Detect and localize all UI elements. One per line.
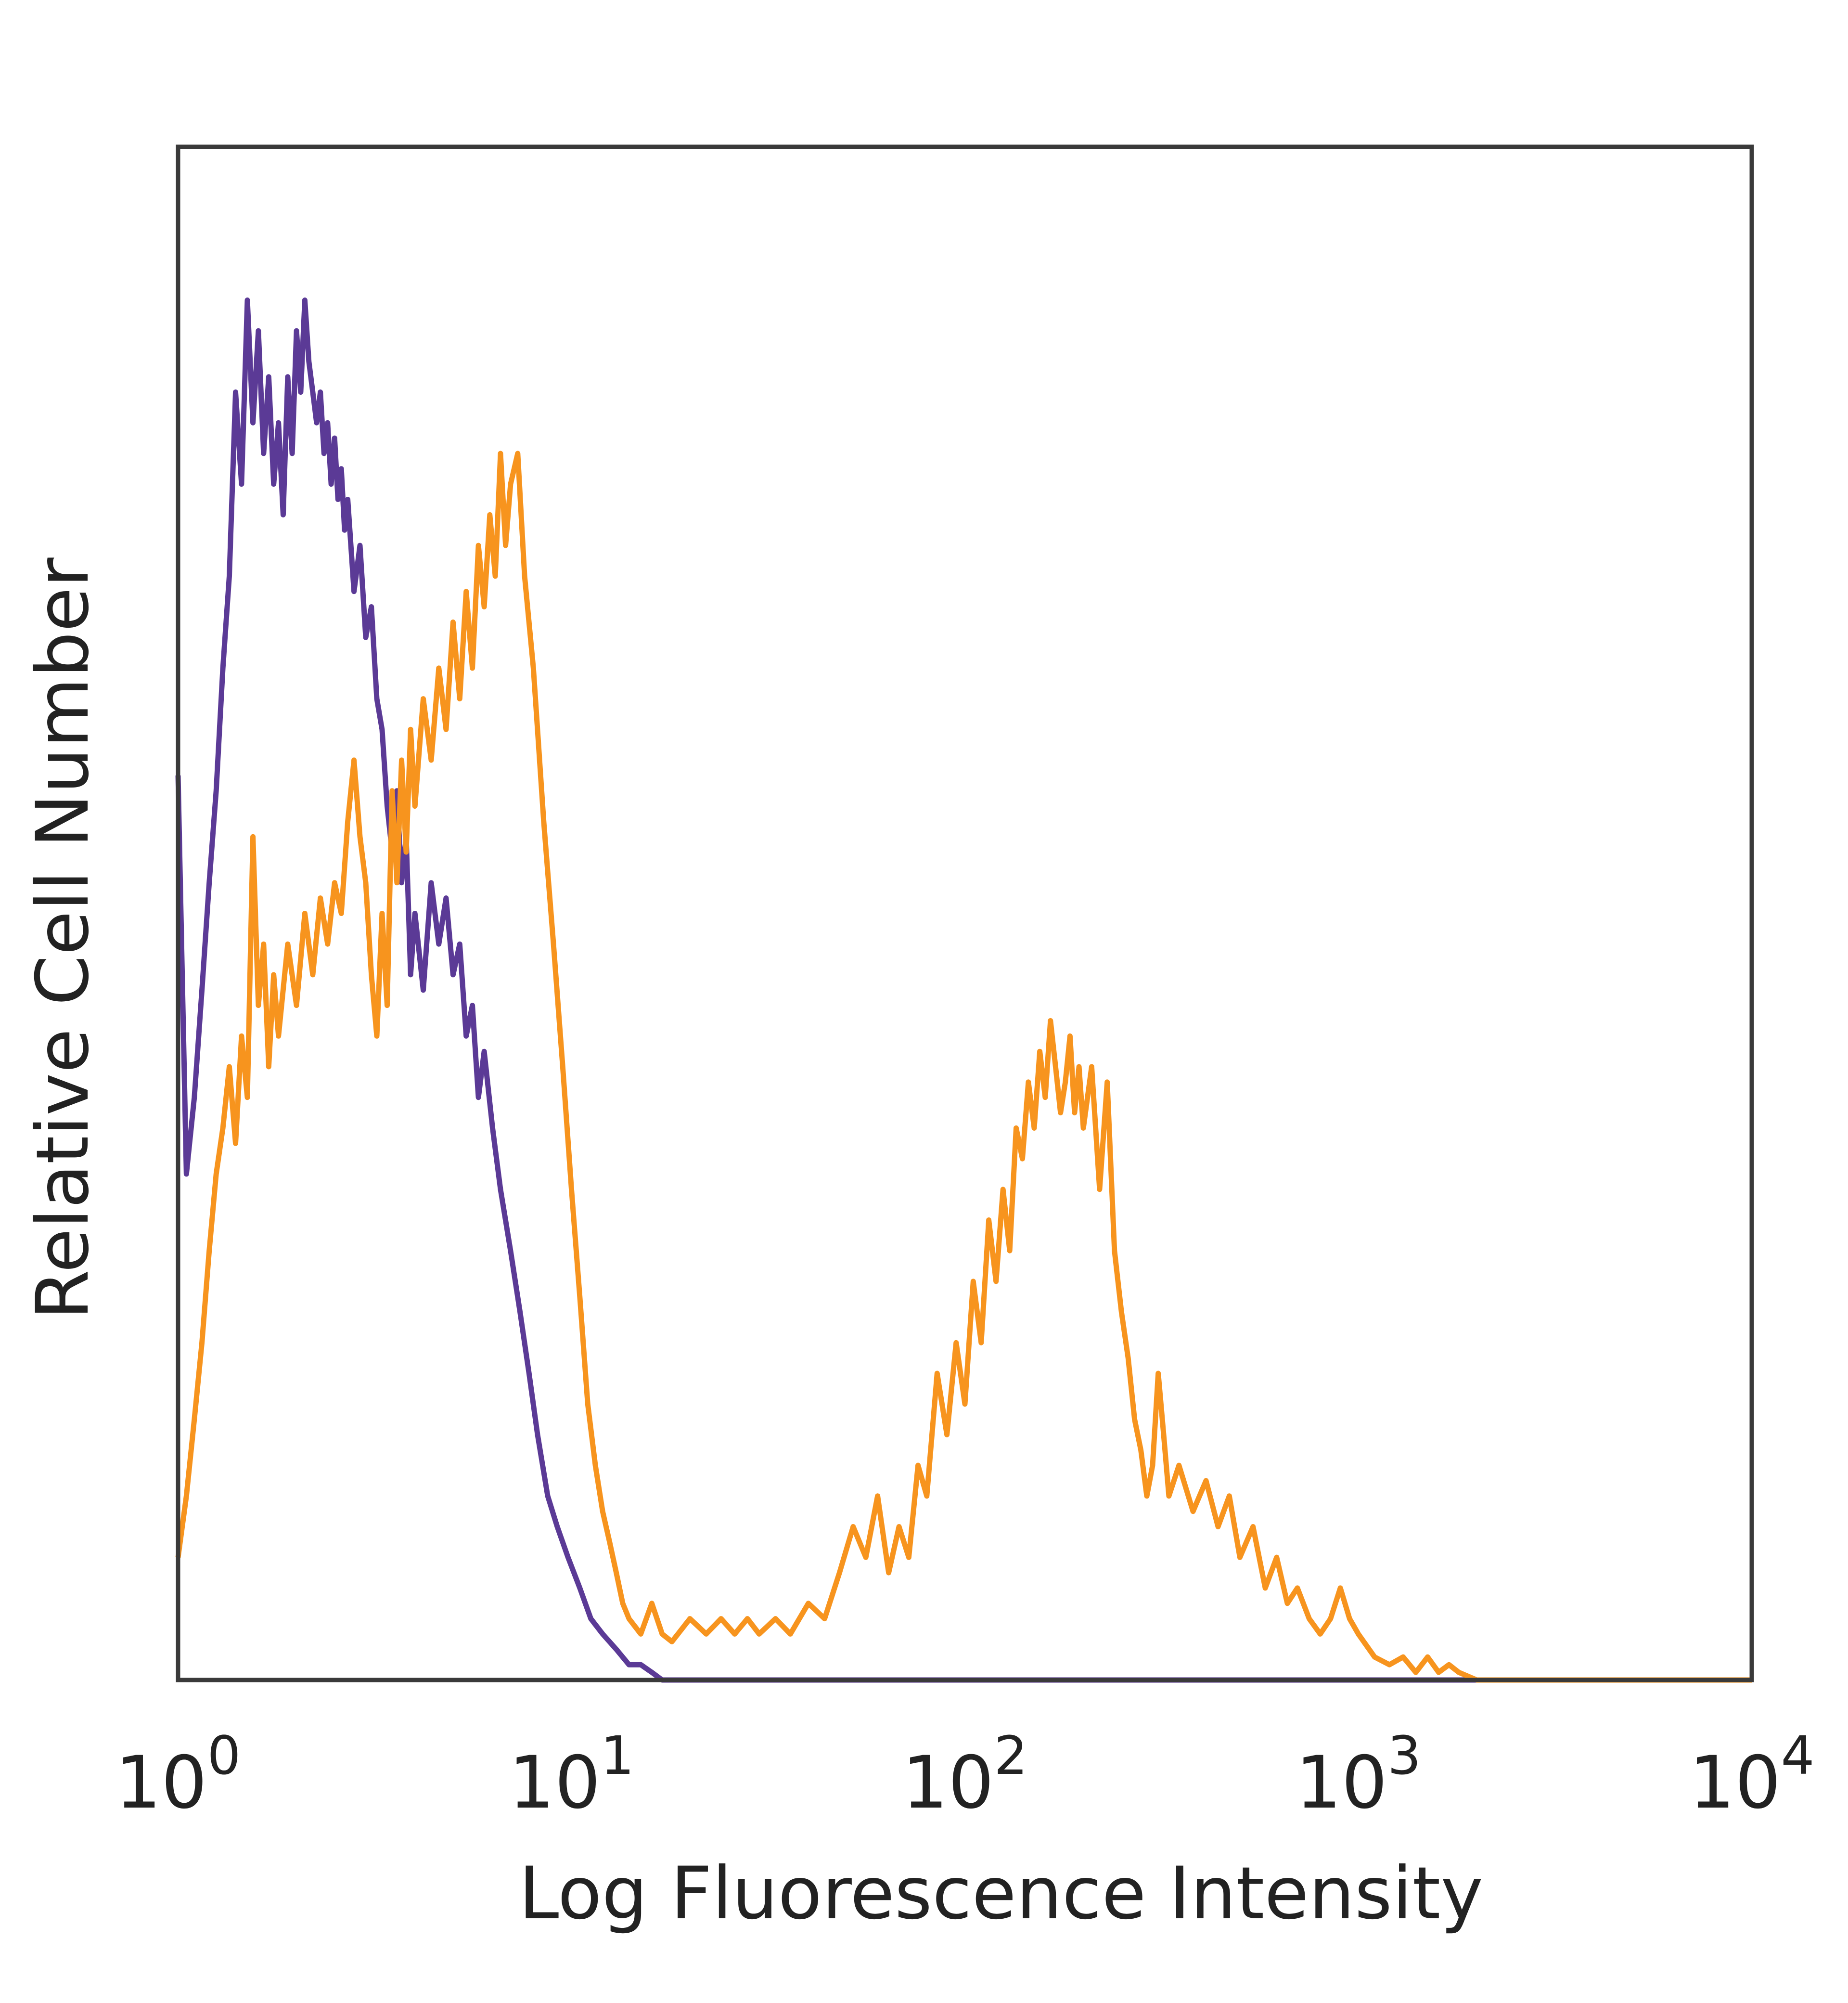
x-tick-exponent: 4 [1781, 1725, 1814, 1786]
x-tick-base: 10 [116, 1741, 207, 1825]
x-tick-exponent: 3 [1387, 1725, 1421, 1786]
x-tick-labels: 100 101 102 103 104 [116, 1725, 1815, 1825]
series-layer [175, 297, 1752, 1683]
x-axis-label: Log Fluorescence Intensity [519, 1852, 1483, 1936]
x-tick-base: 10 [509, 1741, 601, 1825]
x-tick-exponent: 2 [994, 1725, 1027, 1786]
x-tick-exponent: 1 [601, 1725, 634, 1786]
x-tick-base: 10 [902, 1741, 994, 1825]
x-tick-label-4: 104 [1689, 1725, 1815, 1825]
x-tick-base: 10 [1296, 1741, 1387, 1825]
x-tick-label-1: 101 [509, 1725, 634, 1825]
plot-background [178, 147, 1752, 1680]
plot-frame [176, 144, 1754, 1682]
x-tick-exponent: 0 [207, 1725, 241, 1786]
x-tick-label-2: 102 [902, 1725, 1028, 1825]
y-axis-label: Relative Cell Number [21, 557, 105, 1320]
histogram-series-2 [175, 451, 1752, 1683]
x-tick-label-3: 103 [1296, 1725, 1421, 1825]
x-tick-label-0: 100 [116, 1725, 241, 1825]
x-tick-base: 10 [1689, 1741, 1781, 1825]
histogram-series-1 [175, 297, 1752, 1683]
